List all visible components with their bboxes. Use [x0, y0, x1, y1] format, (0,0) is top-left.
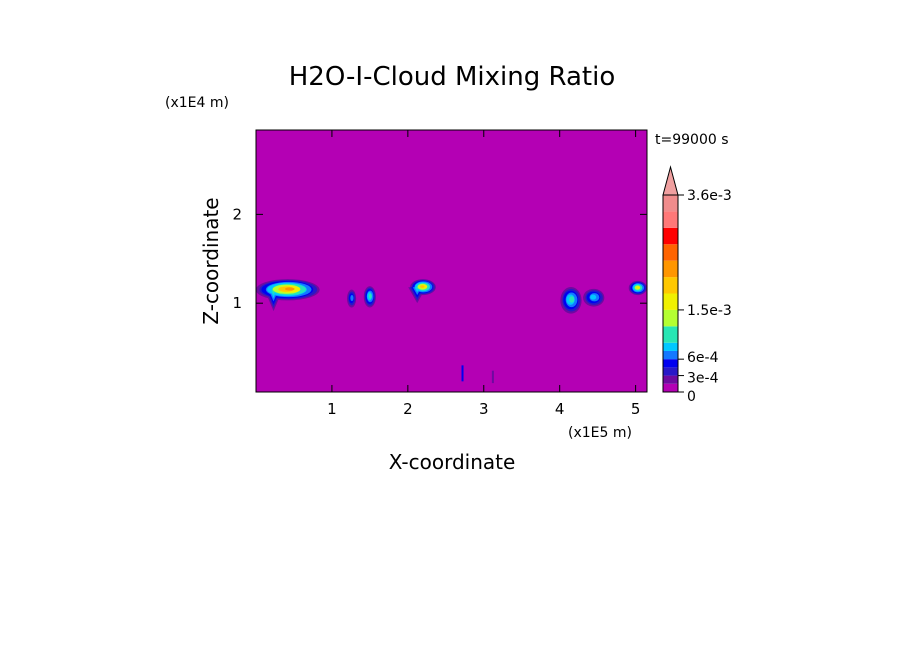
cloud-streak: [491, 370, 494, 384]
colorbar-band: [663, 309, 678, 327]
contour-level: [569, 296, 575, 303]
colorbar-label: 6e-4: [687, 350, 719, 366]
contour-level: [368, 293, 372, 299]
contour-level: [420, 285, 425, 288]
contour-level: [284, 287, 295, 291]
colorbar-band: [663, 326, 678, 343]
chart-title: H2O-I-Cloud Mixing Ratio: [289, 62, 616, 92]
x-tick-label: 3: [479, 400, 489, 418]
y-axis-ticks: 12: [232, 205, 647, 312]
colorbar-band: [663, 211, 678, 228]
colorbar-band: [663, 195, 678, 212]
y-tick-label: 1: [232, 294, 242, 312]
colorbar-label: 3e-4: [687, 371, 719, 387]
cloud-features: [255, 279, 647, 384]
cloud-feature: [408, 279, 436, 304]
colorbar-band: [663, 260, 678, 278]
y-axis-label: Z-coordinate: [199, 197, 223, 324]
cloud-feature: [363, 286, 376, 308]
x-tick-label: 1: [327, 400, 337, 418]
colorbar-band: [663, 383, 678, 392]
colorbar-band: [663, 293, 678, 310]
y-tick-label: 2: [232, 205, 242, 223]
plot-frame: [255, 129, 648, 393]
y-axis-unit: (x1E4 m): [165, 95, 229, 111]
contour-tail: [415, 287, 419, 290]
contour-level: [350, 294, 354, 302]
x-tick-label: 2: [403, 400, 413, 418]
x-tick-label: 5: [631, 400, 641, 418]
colorbar-label: 3.6e-3: [687, 188, 732, 204]
x-tick-label: 4: [555, 400, 565, 418]
colorbar-band: [663, 227, 678, 245]
colorbar: 0 3e-4 6e-4 1.5e-3 3.6e-3: [662, 165, 732, 405]
colorbar-band: [663, 342, 678, 351]
cloud-feature: [347, 289, 357, 308]
cloud-feature: [461, 365, 464, 382]
colorbar-band: [663, 244, 678, 261]
colorbar-frame: [662, 194, 679, 393]
x-axis-ticks: 1 2 3 4 5: [327, 130, 640, 418]
colorbar-band: [663, 277, 678, 294]
colorbar-band: [663, 359, 678, 368]
cloud-feature: [628, 280, 647, 296]
cloud-feature: [255, 279, 320, 312]
colorbar-band: [663, 350, 678, 360]
colorbar-band: [663, 375, 678, 384]
colorbar-band: [663, 367, 678, 376]
colorbar-label: 1.5e-3: [687, 303, 732, 319]
cloud-feature: [491, 370, 494, 384]
colorbar-extend-arrow: [662, 165, 679, 196]
x-axis-label: X-coordinate: [389, 450, 516, 474]
contour-level: [590, 294, 597, 300]
x-axis-unit: (x1E5 m): [568, 425, 632, 441]
cloud-feature: [560, 287, 582, 314]
colorbar-label: 0: [687, 389, 696, 405]
time-label: t=99000 s: [655, 132, 729, 148]
plot-background: [256, 130, 647, 392]
cloud-feature: [583, 288, 605, 307]
cloud-streak: [461, 365, 464, 382]
contour-level: [636, 286, 641, 289]
